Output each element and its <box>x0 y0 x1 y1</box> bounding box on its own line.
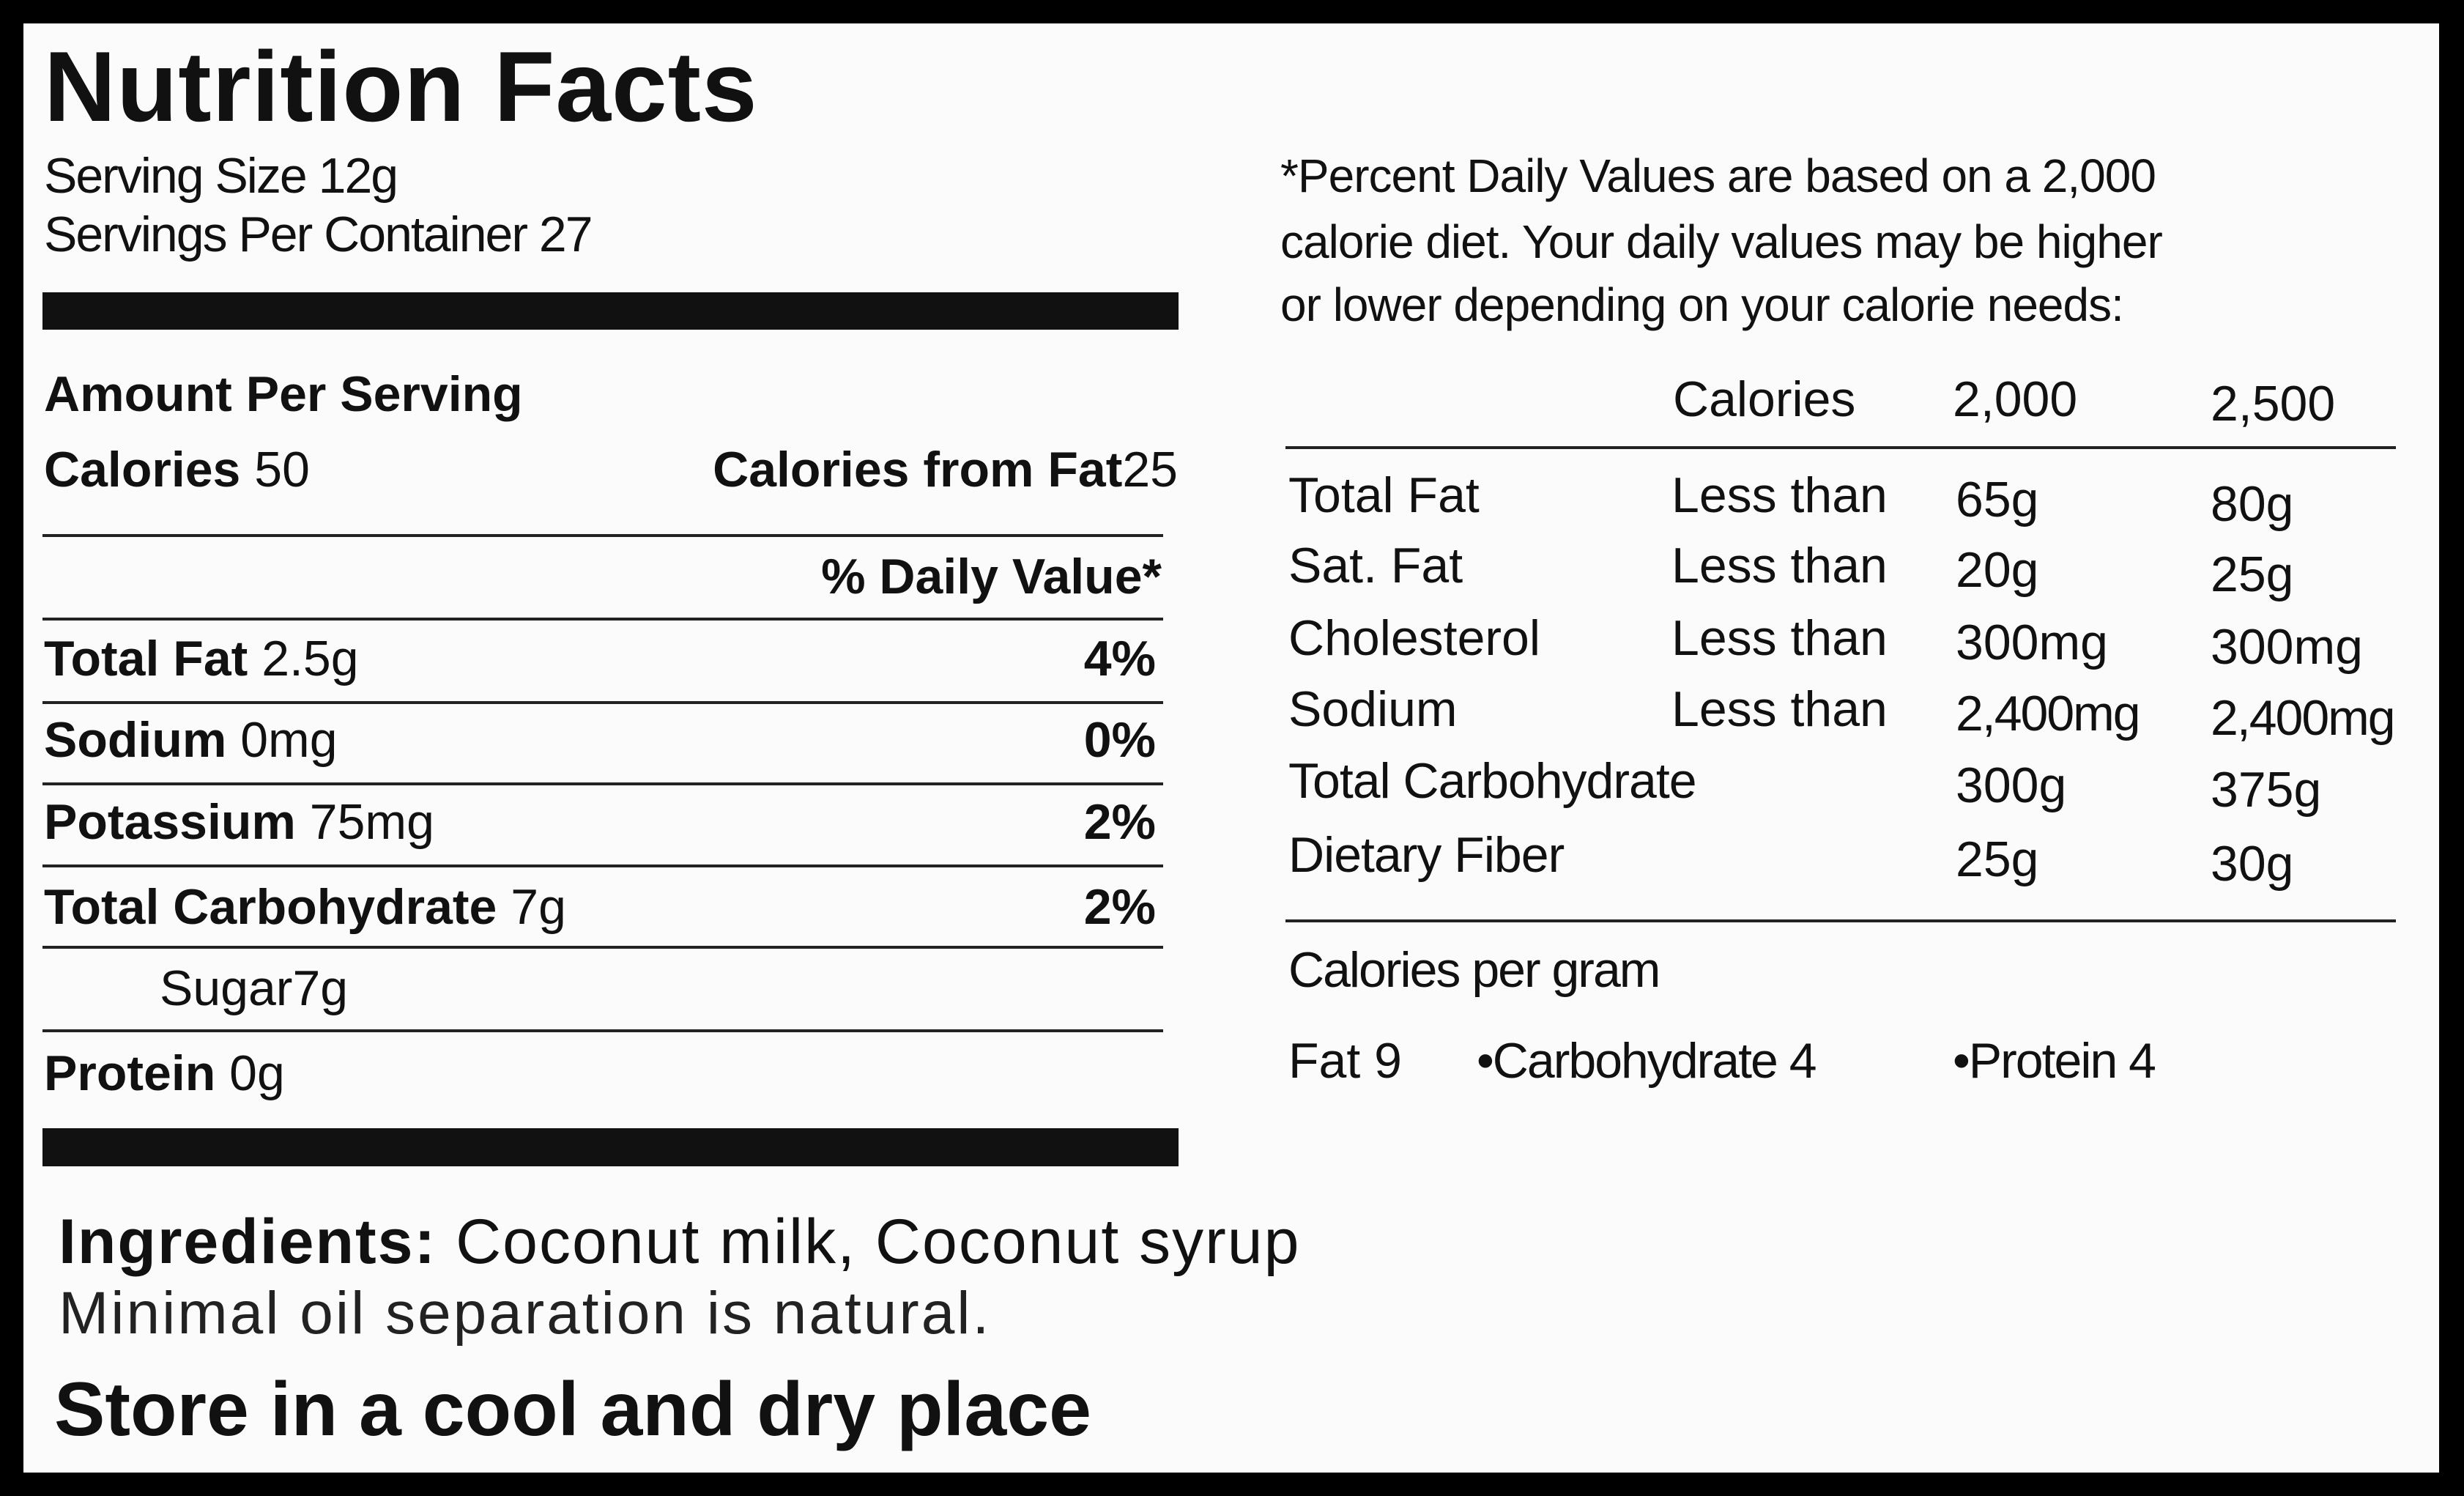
nutrient-amount: 2.5g <box>261 631 359 686</box>
dv-row-name: Sodium <box>1288 681 1458 737</box>
dv-row-2500: 2,400mg <box>2211 690 2396 746</box>
nutrient-amount: 75mg <box>309 794 434 850</box>
nutrient-name: Total Carbohydrate <box>44 879 497 935</box>
nutrient-amount: 7g <box>292 960 349 1016</box>
dv-row-qualifier: Less than <box>1671 538 1888 593</box>
nutrient-name: Total Fat <box>44 631 248 686</box>
dv-row-2500: 375g <box>2211 762 2322 818</box>
divider <box>42 618 1163 621</box>
calories-from-fat-row: Calories from Fat25 <box>713 445 1178 495</box>
dv-row-2500: 80g <box>2211 476 2294 532</box>
nutrient-amount: 7g <box>511 879 566 935</box>
divider <box>1285 919 2396 922</box>
nutrient-dv: 4% <box>1083 631 1156 686</box>
divider <box>42 782 1163 785</box>
storage-instructions: Store in a cool and dry place <box>54 1367 1091 1452</box>
dv-row-2000: 2,400mg <box>1956 686 2141 741</box>
ingredients-text: Coconut milk, Coconut syrup <box>456 1207 1301 1277</box>
calories-per-gram-label: Calories per gram <box>1288 942 1660 998</box>
dv-row-qualifier: Less than <box>1671 681 1888 737</box>
dv-row-2500: 30g <box>2211 836 2294 892</box>
dv-table-header-2500: 2,500 <box>2211 376 2336 432</box>
dv-row-name: Cholesterol <box>1288 610 1540 666</box>
dv-row-qualifier: Less than <box>1671 467 1888 523</box>
dv-table-header-calories: Calories <box>1673 371 1856 427</box>
dv-row-2500: 300mg <box>2211 619 2363 675</box>
footnote-line: calorie diet. Your daily values may be h… <box>1280 215 2163 268</box>
nutrient-name: Potassium <box>44 794 296 850</box>
calories-from-fat-value: 25 <box>1122 442 1178 497</box>
dv-row-2000: 20g <box>1956 542 2039 598</box>
nutrient-row-protein: Protein 0g <box>44 1048 285 1098</box>
ingredients: Ingredients: Coconut milk, Coconut syrup <box>59 1210 1300 1273</box>
dv-row-2000: 300g <box>1956 758 2067 813</box>
nutrient-amount: 0mg <box>240 712 338 768</box>
nutrient-row-sodium: Sodium 0mg <box>44 715 338 765</box>
servings-per-container: Servings Per Container 27 <box>44 207 593 262</box>
nutrient-row-sugar: Sugar7g <box>160 963 348 1013</box>
nutrient-name: Sodium <box>44 712 227 768</box>
amount-per-serving: Amount Per Serving <box>44 366 523 422</box>
calories-per-gram-carbohydrate: •Carbohydrate 4 <box>1477 1033 1817 1089</box>
dv-row-2500: 25g <box>2211 547 2294 602</box>
nutrient-dv: 2% <box>1083 794 1156 850</box>
nutrient-row-total-fat: Total Fat 2.5g <box>44 634 359 684</box>
divider <box>42 946 1163 949</box>
calories-row: Calories 50 <box>44 445 310 495</box>
nutrient-row-potassium: Potassium 75mg <box>44 797 434 847</box>
thick-divider-bottom <box>42 1128 1179 1166</box>
oil-separation-note: Minimal oil separation is natural. <box>59 1280 992 1347</box>
nutrient-name: Sugar <box>160 960 293 1016</box>
divider <box>42 701 1163 704</box>
divider <box>1285 446 2396 449</box>
nutrient-row-total-carbohydrate: Total Carbohydrate 7g <box>44 882 566 932</box>
nutrient-dv: 2% <box>1083 879 1156 935</box>
calories-per-gram-fat: Fat 9 <box>1288 1033 1402 1089</box>
ingredients-label: Ingredients: <box>59 1207 437 1277</box>
calories-per-gram-protein: •Protein 4 <box>1953 1033 2156 1089</box>
calories-label: Calories <box>44 442 241 497</box>
dv-row-name: Dietary Fiber <box>1288 827 1565 883</box>
divider <box>42 864 1163 867</box>
dv-row-name: Total Carbohydrate <box>1288 753 1697 809</box>
dv-row-name: Total Fat <box>1288 467 1480 523</box>
nutrition-label <box>23 23 2439 1473</box>
daily-value-header: % Daily Value* <box>821 549 1162 604</box>
divider <box>42 1029 1163 1032</box>
dv-row-2000: 65g <box>1956 472 2039 527</box>
dv-row-2000: 25g <box>1956 832 2039 887</box>
calories-value: 50 <box>254 442 310 497</box>
calories-from-fat-label: Calories from Fat <box>713 442 1123 497</box>
dv-row-2000: 300mg <box>1956 615 2108 670</box>
nutrient-name: Protein <box>44 1045 216 1101</box>
nutrient-amount: 0g <box>229 1045 285 1101</box>
serving-size: Serving Size 12g <box>44 148 398 204</box>
dv-row-qualifier: Less than <box>1671 610 1888 666</box>
label-title: Nutrition Facts <box>44 31 758 142</box>
divider <box>42 534 1163 537</box>
dv-row-name: Sat. Fat <box>1288 538 1463 593</box>
footnote-line: *Percent Daily Values are based on a 2,0… <box>1280 149 2156 202</box>
thick-divider-top <box>42 292 1179 330</box>
nutrient-dv: 0% <box>1083 712 1156 768</box>
footnote-line: or lower depending on your calorie needs… <box>1280 278 2124 331</box>
dv-table-header-2000: 2,000 <box>1953 371 2078 427</box>
